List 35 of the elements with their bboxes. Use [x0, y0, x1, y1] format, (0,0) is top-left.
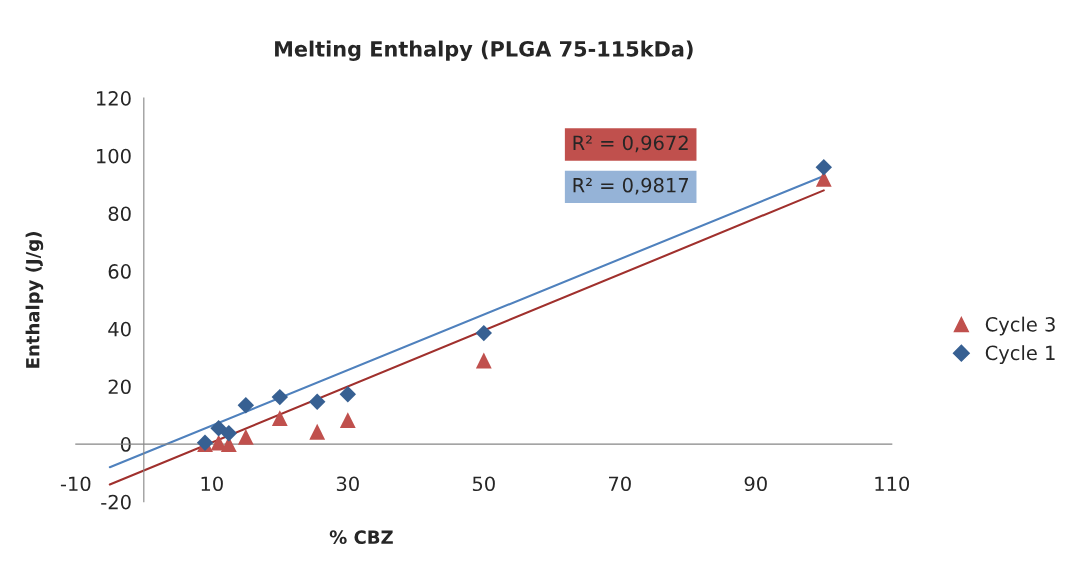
annotation: R² = 0,9817	[573, 177, 689, 195]
y-tick-label: 100	[97, 148, 131, 164]
x-tick-label: -10	[60, 476, 91, 492]
point	[220, 424, 238, 442]
y-tick-label: 120	[97, 91, 131, 106]
point	[271, 410, 288, 427]
x-tick-label: 30	[336, 476, 359, 492]
point	[339, 412, 356, 429]
y-axis-title: Enthalpy (J/g)	[25, 232, 44, 368]
x-axis-title: % CBZ	[329, 530, 393, 545]
point	[309, 423, 326, 440]
point	[309, 393, 326, 410]
x-tick-label: 90	[744, 476, 767, 492]
point	[339, 386, 357, 403]
point	[210, 420, 227, 437]
y-tick-label: -20	[101, 494, 131, 510]
y-tick-label: 80	[108, 206, 131, 222]
x-tick-label: 50	[472, 476, 495, 492]
x-tick-label: 110	[875, 476, 910, 492]
point	[237, 429, 254, 445]
y-tick-label: 20	[108, 379, 131, 395]
x-tick-label: 70	[609, 476, 631, 492]
legend-label: Cycle 3	[985, 316, 1055, 336]
chart-title: Melting Enthalpy (PLGA 75-115kDa)	[275, 40, 693, 61]
point	[475, 352, 492, 369]
annotation: R² = 0,9672	[573, 135, 688, 153]
y-tick-label: 0	[120, 437, 131, 452]
point	[815, 159, 832, 176]
y-tick-label: 60	[108, 264, 131, 279]
point	[475, 324, 493, 342]
point	[237, 396, 255, 414]
y-tick-label: 40	[108, 321, 131, 337]
legend-label: Cycle 1	[985, 345, 1055, 364]
point	[271, 388, 289, 406]
x-tick-label: 10	[201, 476, 223, 492]
